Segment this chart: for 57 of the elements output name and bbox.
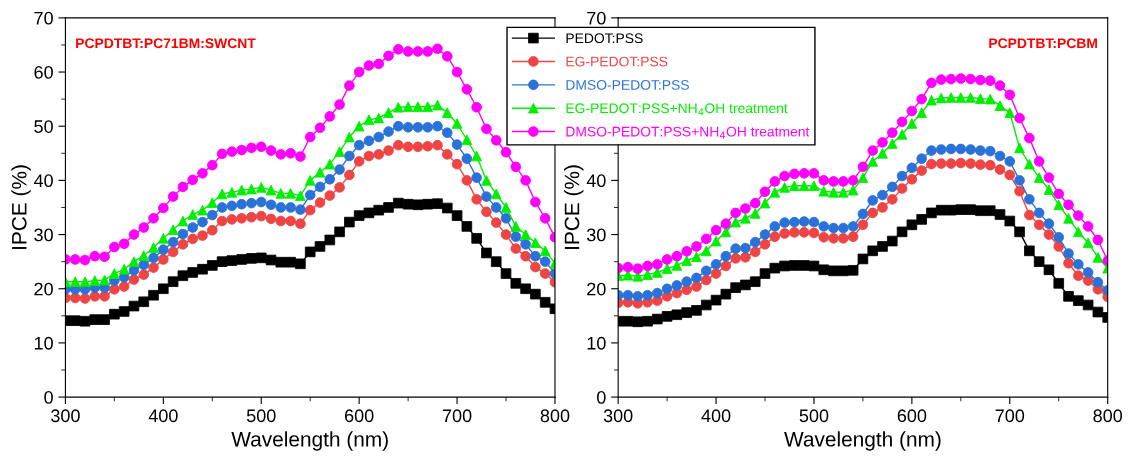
point [700,245,712,257]
y-tick-label: 10 [34,336,53,350]
point [984,205,996,217]
point [69,276,81,287]
point [1053,278,1065,289]
y-tick-label: 30 [586,228,606,242]
y-tick-label: 50 [34,120,53,133]
y-tick-label: 40 [586,174,606,188]
legend-label: EG-PEDOT:PSS+NH$_{4}$OH treatment [566,103,788,116]
point [216,256,228,267]
y-tick-label: 0 [44,391,53,404]
y-tick-label: 60 [34,65,53,79]
y-tick-label: 70 [34,11,53,25]
x-tick-label: 600 [897,409,927,423]
x-tick-label: 500 [246,409,276,423]
point [490,256,502,267]
legend-label: EG-PEDOT:PSS [566,56,668,67]
point [255,252,267,264]
annotation: PCPDTBT:PCBM [989,38,1097,49]
point [1004,107,1016,118]
x-tick-label: 400 [148,409,178,423]
point [441,202,453,214]
x-axis-title: Wavelength (nm) [784,431,941,451]
x-tick-label: 400 [701,409,731,423]
y-tick-label: 0 [597,391,606,404]
point [539,297,551,308]
y-tick-label: 70 [587,11,606,25]
point [304,246,316,258]
x-tick-label: 800 [540,409,570,423]
x-tick-label: 800 [1093,409,1123,423]
y-tick-label: 30 [34,228,53,242]
y-tick-label: 10 [587,336,606,350]
point [652,313,663,325]
x-tick-label: 300 [603,409,633,423]
x-tick-label: 500 [799,409,829,423]
y-tick-label: 40 [33,174,53,188]
y-tick-label: 20 [34,282,53,296]
x-tick-label: 700 [995,409,1025,423]
x-axis-title: Wavelength (nm) [231,431,388,451]
annotation: PCPDTBT:PC71BM:SWCNT [76,38,256,49]
point [158,283,169,295]
x-tick-label: 700 [442,409,472,423]
legend-label: DMSO-PEDOT:PSS [566,79,689,90]
point [700,299,712,311]
legend-label: PEDOT:PSS [566,33,643,44]
point [138,250,150,261]
y-axis-title: IPCE (%) [564,165,584,249]
x-tick-label: 600 [345,409,374,423]
y-tick-label: 20 [587,282,606,296]
point [838,265,849,277]
point [471,233,482,244]
y-axis-title: IPCE (%) [11,165,31,249]
point [1073,295,1084,306]
point [1033,256,1045,267]
legend-label: DMSO-PEDOT:PSS+NH$_{4}$OH treatment [566,126,810,139]
point [167,276,179,287]
x-tick-label: 300 [51,409,80,423]
